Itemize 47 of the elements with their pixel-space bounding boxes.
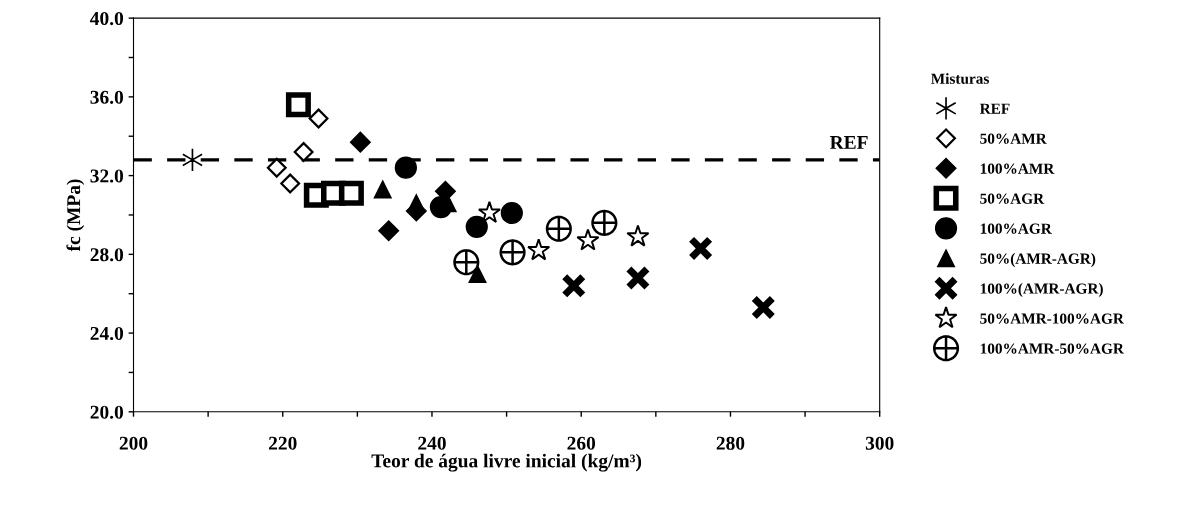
point bbox=[349, 131, 371, 153]
legend-label: 100%AGR bbox=[980, 223, 1052, 234]
x-tick-label: 300 bbox=[865, 436, 894, 450]
point bbox=[407, 194, 426, 213]
point bbox=[576, 228, 600, 251]
point bbox=[625, 265, 651, 291]
y-axis-title: fc (MPa) bbox=[66, 179, 85, 252]
point bbox=[266, 157, 287, 178]
legend-label: 50%AGR bbox=[980, 193, 1045, 204]
point bbox=[280, 173, 301, 194]
legend-label: 50%AMR-100%AGR bbox=[980, 313, 1125, 324]
legend-label: 100%AMR-50%AGR bbox=[980, 343, 1125, 354]
point bbox=[308, 108, 329, 129]
point bbox=[338, 180, 364, 206]
x-tick-label: 260 bbox=[567, 436, 596, 450]
x-axis-title: Teor de água livre inicial (kg/m³) bbox=[371, 453, 642, 472]
y-tick-label: 32.0 bbox=[90, 169, 124, 183]
y-tick-label: 28.0 bbox=[90, 248, 124, 262]
point bbox=[626, 224, 650, 247]
legend-label: 50%(AMR-AGR) bbox=[980, 253, 1096, 267]
point bbox=[527, 238, 551, 261]
point bbox=[500, 201, 523, 225]
point bbox=[561, 273, 587, 299]
x-tick-label: 220 bbox=[268, 436, 297, 450]
x-tick-label: 240 bbox=[418, 436, 446, 450]
y-tick-label: 20.0 bbox=[90, 405, 124, 419]
legend-label: 50%AMR bbox=[980, 133, 1047, 144]
point bbox=[293, 142, 314, 162]
x-tick-label: 280 bbox=[716, 436, 745, 450]
x-tick-label: 200 bbox=[119, 436, 148, 450]
legend-label: 100%AMR bbox=[980, 163, 1055, 174]
point bbox=[477, 200, 501, 223]
y-tick-label: 40.0 bbox=[90, 11, 124, 26]
y-tick-label: 24.0 bbox=[90, 326, 124, 341]
point bbox=[373, 180, 392, 199]
point bbox=[688, 235, 714, 261]
point bbox=[468, 264, 487, 284]
point bbox=[750, 294, 776, 320]
point bbox=[394, 156, 417, 179]
ref-line-label: REF bbox=[829, 136, 868, 149]
y-tick-label: 36.0 bbox=[90, 90, 124, 104]
point bbox=[465, 215, 488, 238]
legend-label: 100%(AMR-AGR) bbox=[980, 283, 1103, 297]
legend-label: REF bbox=[979, 103, 1010, 114]
point bbox=[285, 92, 311, 118]
legend-title: Misturas bbox=[931, 73, 989, 84]
point bbox=[378, 220, 400, 242]
